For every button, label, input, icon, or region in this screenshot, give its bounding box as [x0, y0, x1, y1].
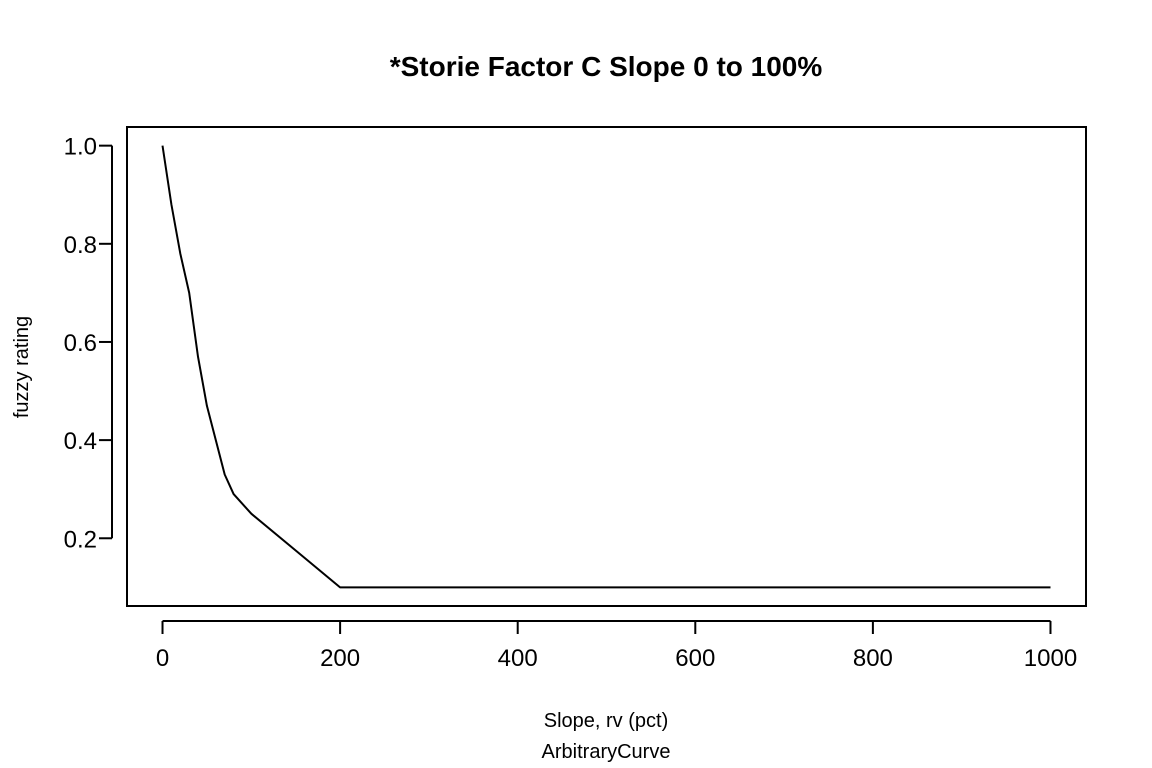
- x-tick-label: 800: [853, 645, 893, 672]
- series-line: [161, 145, 1051, 589]
- x-tick-label: 400: [498, 645, 538, 672]
- y-tick-label: 0.4: [64, 428, 97, 455]
- y-tick-label: 0.6: [64, 330, 97, 357]
- y-axis-label: fuzzy rating: [11, 316, 33, 418]
- y-tick-label: 0.8: [64, 232, 97, 259]
- series-group: [161, 145, 1051, 589]
- x-axis: 0 200 400 600 800 1000: [156, 620, 1077, 672]
- x-tick-label: 200: [320, 645, 360, 672]
- chart-subtitle: ArbitraryCurve: [542, 741, 671, 763]
- x-tick-label: 0: [156, 645, 169, 672]
- chart-title: *Storie Factor C Slope 0 to 100%: [390, 51, 823, 82]
- x-tick-label: 600: [675, 645, 715, 672]
- y-tick-label: 1.0: [64, 134, 97, 161]
- y-tick-label: 0.2: [64, 526, 97, 553]
- x-tick-label: 1000: [1024, 645, 1077, 672]
- x-axis-label: Slope, rv (pct): [544, 710, 668, 732]
- y-axis: 0.2 0.4 0.6 0.8 1.0: [64, 134, 113, 553]
- plot-frame: [126, 126, 1087, 607]
